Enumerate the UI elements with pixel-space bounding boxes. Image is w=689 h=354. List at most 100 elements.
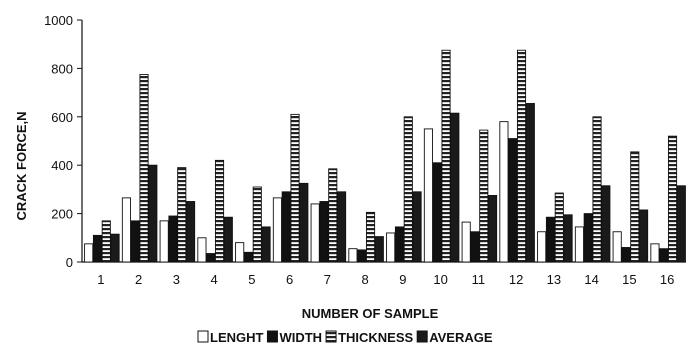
bar-thickness-13: [554, 192, 564, 263]
legend-label-lenght: LENGHT: [210, 330, 264, 345]
y-axis-title: CRACK FORCE,N: [14, 111, 29, 220]
bar-thickness-15: [630, 151, 640, 263]
bar-lenght-13: [537, 231, 547, 263]
y-tick-label: 200: [51, 207, 73, 222]
bar-average-15: [639, 209, 649, 263]
x-tick-label: 5: [248, 272, 255, 287]
bar-width-10: [432, 162, 442, 263]
bar-average-9: [412, 191, 422, 263]
bar-width-16: [659, 248, 669, 263]
bar-lenght-8: [348, 248, 358, 263]
bar-thickness-4: [214, 159, 225, 263]
x-tick-label: 14: [584, 272, 598, 287]
bar-width-7: [319, 201, 329, 263]
bar-thickness-10: [441, 49, 451, 263]
bar-average-4: [223, 216, 233, 263]
x-tick-label: 15: [622, 272, 636, 287]
y-tick-label: 600: [51, 110, 73, 125]
x-axis: 1 2 3 4 5 6 7 8 9 10 11 12 13 14 15 16: [82, 261, 686, 287]
legend-swatch-average: [416, 330, 428, 343]
legend: LENGHT WIDTH THICKNESS AVERAGE: [197, 330, 493, 345]
bar-thickness-9: [403, 116, 413, 263]
bar-average-13: [563, 214, 573, 263]
legend-swatch-lenght: [197, 330, 209, 343]
bar-width-1: [92, 234, 103, 263]
x-tick-label: 4: [211, 272, 218, 287]
x-tick-label: 6: [286, 272, 293, 287]
x-tick-label: 1: [97, 272, 104, 287]
x-tick-label: 9: [399, 272, 406, 287]
bar-lenght-4: [197, 237, 207, 263]
legend-swatch-width: [266, 330, 278, 343]
bar-lenght-6: [272, 197, 282, 263]
bar-thickness-1: [101, 220, 111, 263]
x-tick-label: 8: [362, 272, 369, 287]
x-tick-label: 10: [433, 272, 447, 287]
x-axis-title: NUMBER OF SAMPLE: [302, 306, 439, 321]
bar-width-12: [508, 138, 518, 263]
bars: [84, 49, 686, 263]
bar-thickness-6: [290, 113, 300, 263]
bar-lenght-2: [121, 197, 131, 263]
x-tick-label: 3: [173, 272, 180, 287]
x-tick-label: 16: [660, 272, 674, 287]
bar-width-11: [470, 231, 480, 263]
y-tick-label: 400: [51, 158, 73, 173]
bar-width-5: [243, 251, 254, 263]
y-tick-label: 800: [51, 61, 73, 76]
bar-lenght-14: [574, 226, 584, 263]
x-tick-label: 12: [509, 272, 523, 287]
bar-width-3: [168, 215, 178, 263]
bar-width-15: [621, 247, 631, 263]
bar-width-8: [357, 249, 367, 263]
x-tick-label: 13: [547, 272, 561, 287]
bar-width-14: [583, 213, 593, 263]
bar-lenght-5: [235, 242, 245, 263]
bar-lenght-3: [159, 220, 169, 263]
bar-width-13: [545, 216, 556, 263]
legend-label-average: AVERAGE: [429, 330, 493, 345]
bar-thickness-2: [139, 73, 149, 263]
bar-average-14: [601, 185, 611, 263]
bar-average-7: [337, 191, 347, 263]
bar-width-2: [130, 220, 140, 263]
y-axis: 0 200 400 600 800 1000: [44, 13, 83, 270]
legend-label-thickness: THICKNESS: [338, 330, 413, 345]
x-tick-label: 11: [472, 272, 486, 287]
bar-average-8: [374, 236, 384, 263]
bar-average-11: [488, 194, 498, 263]
bar-lenght-11: [461, 221, 471, 263]
bar-lenght-15: [612, 231, 622, 263]
bar-thickness-11: [479, 129, 489, 263]
bar-thickness-5: [252, 186, 262, 263]
bar-thickness-8: [365, 211, 376, 263]
x-tick-label: 7: [324, 272, 331, 287]
bar-width-4: [206, 253, 216, 263]
bar-average-12: [525, 103, 535, 263]
bar-lenght-7: [310, 203, 320, 263]
bar-thickness-3: [177, 167, 187, 263]
bar-average-1: [110, 233, 120, 263]
y-tick-label: 1000: [44, 13, 73, 28]
bar-lenght-16: [650, 243, 660, 263]
y-tick-label: 0: [66, 255, 73, 270]
bar-average-16: [676, 185, 686, 263]
bar-thickness-7: [328, 168, 338, 263]
bar-average-5: [261, 226, 271, 263]
bar-lenght-10: [423, 128, 433, 263]
bar-average-6: [299, 182, 309, 263]
bar-average-3: [186, 201, 196, 263]
legend-swatch-thickness: [325, 330, 337, 343]
bar-lenght-9: [386, 232, 396, 263]
bar-thickness-14: [592, 116, 602, 263]
bar-thickness-12: [516, 49, 527, 263]
bar-width-6: [281, 191, 291, 263]
bar-average-2: [148, 164, 158, 263]
bar-average-10: [450, 112, 460, 263]
bar-width-9: [394, 226, 405, 263]
bar-lenght-1: [84, 243, 94, 263]
x-tick-label: 2: [135, 272, 142, 287]
bar-lenght-12: [499, 121, 509, 263]
legend-label-width: WIDTH: [279, 330, 322, 345]
